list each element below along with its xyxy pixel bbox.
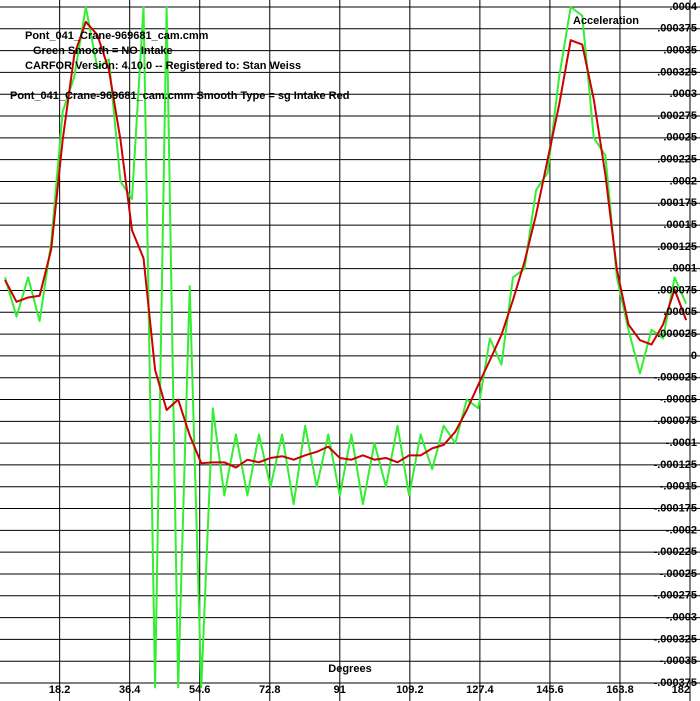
y-tick-label: .000025 bbox=[657, 328, 697, 340]
y-tick-label: .000225 bbox=[657, 154, 697, 166]
x-tick-label: 163.8 bbox=[606, 684, 634, 696]
y-tick-label: -.000375 bbox=[654, 677, 697, 689]
x-tick-label: 145.6 bbox=[536, 684, 564, 696]
y-tick-label: .00025 bbox=[663, 132, 697, 144]
y-tick-label: -.00035 bbox=[660, 655, 697, 667]
y-tick-label: -.00005 bbox=[660, 393, 697, 405]
x-axis-label: Degrees bbox=[328, 663, 371, 675]
y-tick-label: -.000125 bbox=[654, 459, 697, 471]
y-tick-label: 0 bbox=[691, 350, 697, 362]
y-tick-label: -.000325 bbox=[654, 633, 697, 645]
y-tick-label: -.000025 bbox=[654, 372, 697, 384]
x-tick-label: 182 bbox=[672, 684, 690, 696]
y-tick-label: .0003 bbox=[669, 88, 697, 100]
x-tick-label: 36.4 bbox=[119, 684, 141, 696]
y-tick-label: .000075 bbox=[657, 284, 697, 296]
y-tick-label: .0001 bbox=[669, 263, 697, 275]
y-tick-label: .00005 bbox=[663, 306, 697, 318]
y-tick-label: -.000275 bbox=[654, 590, 697, 602]
title-line: CARFOR Version: 4.10.0 -- Registered to:… bbox=[25, 60, 301, 72]
x-tick-label: 54.6 bbox=[189, 684, 210, 696]
x-tick-label: 91 bbox=[334, 684, 346, 696]
x-tick-label: 18.2 bbox=[49, 684, 70, 696]
labels: Pont_041_Crane-969681_cam.cmm Green Smoo… bbox=[10, 1, 698, 696]
y-tick-label: -.0002 bbox=[666, 524, 697, 536]
y-tick-label: .00035 bbox=[663, 45, 697, 57]
title-line: Pont_041_Crane-969681_cam.cmm Smooth Typ… bbox=[10, 90, 349, 102]
y-tick-label: -.000175 bbox=[654, 502, 697, 514]
y-tick-label: .0002 bbox=[669, 175, 697, 187]
y-tick-label: .000275 bbox=[657, 110, 697, 122]
y-tick-label: -.00015 bbox=[660, 481, 697, 493]
y-tick-label: .000175 bbox=[657, 197, 697, 209]
x-tick-label: 72.8 bbox=[259, 684, 280, 696]
y-tick-label: -.0001 bbox=[666, 437, 697, 449]
title-line: Green Smooth = NO Intake bbox=[33, 45, 173, 57]
series-line bbox=[4, 6, 688, 689]
y-tick-label: .000375 bbox=[657, 23, 697, 35]
y-tick-label: .0004 bbox=[669, 1, 697, 13]
y-tick-label: -.000075 bbox=[654, 415, 697, 427]
y-tick-label: .00015 bbox=[663, 219, 697, 231]
y-tick-label: .000325 bbox=[657, 66, 697, 78]
x-tick-label: 127.4 bbox=[466, 684, 494, 696]
lines bbox=[4, 6, 688, 689]
x-tick-label: 109.2 bbox=[396, 684, 424, 696]
y-tick-label: .000125 bbox=[657, 241, 697, 253]
y-tick-label: -.000225 bbox=[654, 546, 697, 558]
y-tick-label: -.0003 bbox=[666, 611, 697, 623]
y-tick-label: -.00025 bbox=[660, 568, 697, 580]
series-line bbox=[4, 20, 688, 469]
title-line: Pont_041_Crane-969681_cam.cmm bbox=[25, 30, 209, 42]
y-axis-label: Acceleration bbox=[573, 15, 639, 27]
